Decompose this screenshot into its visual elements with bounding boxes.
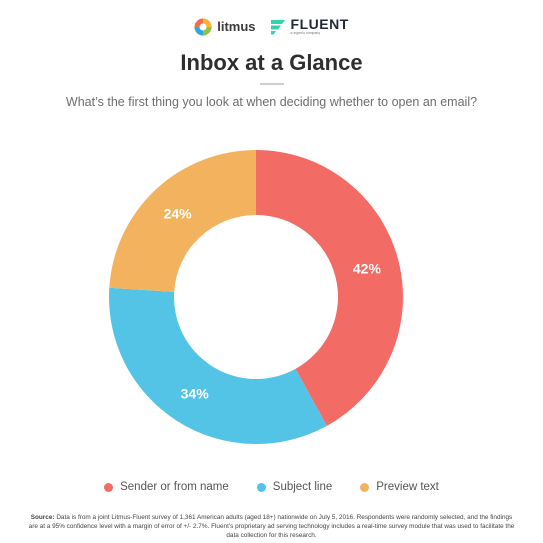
legend-swatch-subject	[256, 482, 266, 492]
fluent-wordmark: FLUENT	[290, 16, 349, 32]
legend-swatch-sender	[104, 482, 114, 492]
litmus-logo: litmus	[194, 18, 256, 36]
donut-slice-subject	[109, 287, 327, 444]
title-divider	[260, 83, 284, 85]
chart-legend: Sender or from name Subject line Preview…	[0, 481, 543, 493]
survey-question: What’s the first thing you look at when …	[65, 95, 478, 109]
legend-item-subject: Subject line	[256, 481, 333, 493]
legend-label-preview: Preview text	[376, 481, 439, 493]
legend-swatch-preview	[360, 482, 370, 492]
slice-label-sender: 42%	[353, 261, 382, 277]
source-label: Source:	[30, 514, 55, 521]
slice-label-subject: 34%	[181, 386, 210, 402]
legend-item-preview: Preview text	[360, 481, 439, 493]
donut-slice-preview	[109, 150, 256, 292]
litmus-wordmark: litmus	[217, 19, 256, 34]
fluent-mark-icon	[270, 19, 285, 34]
legend-item-sender: Sender or from name	[104, 481, 229, 493]
slice-label-preview: 24%	[164, 206, 193, 222]
legend-label-sender: Sender or from name	[120, 481, 229, 493]
donut-slice-sender	[256, 150, 403, 426]
source-text: Data is from a joint Litmus-Fluent surve…	[28, 514, 515, 539]
fluent-logo: FLUENT a Ingenio company	[270, 17, 349, 36]
fluent-tagline: a Ingenio company	[290, 31, 321, 35]
source-footnote: Source: Data is from a joint Litmus-Flue…	[28, 513, 515, 540]
logo-bar: litmus FLUENT a Ingenio company	[0, 17, 543, 36]
page-title: Inbox at a Glance	[180, 50, 363, 75]
legend-label-subject: Subject line	[272, 481, 333, 493]
litmus-mark-icon	[194, 18, 212, 35]
